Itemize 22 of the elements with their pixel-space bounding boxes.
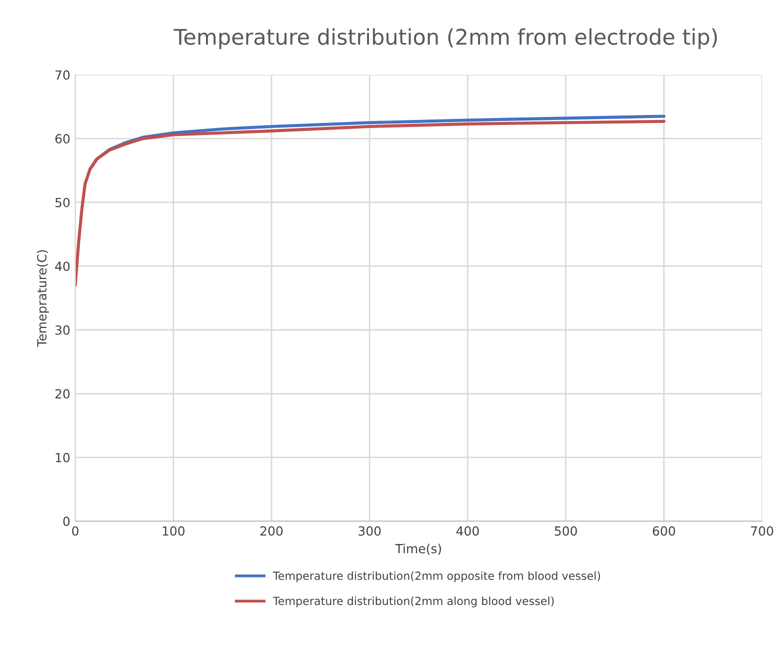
line-series: [75, 120, 666, 287]
y-tick-label: 70: [56, 70, 70, 80]
y-tick-label: 20: [55, 389, 70, 399]
x-tick-label: 200: [260, 526, 283, 536]
x-tick-label: 300: [358, 526, 381, 536]
y-tick-label: 60: [55, 134, 70, 144]
legend-label: Temperature distribution(2mm opposite from blood vessel): [272, 571, 600, 582]
x-tick-label: 500: [554, 526, 577, 536]
y-tick-label: 50: [55, 198, 70, 208]
x-tick-label: 600: [652, 526, 676, 536]
x-tick-label: 100: [162, 526, 184, 536]
y-axis-title: Temeprature(C): [36, 250, 49, 347]
y-tick-label: 10: [56, 452, 70, 462]
y-tick-label: 30: [55, 325, 70, 335]
x-tick-label: 0: [72, 526, 78, 536]
legend-label: Temperature distribution(2mm along blood vessel): [272, 596, 554, 608]
chart-title: Temperature distribution (2mm from electrode tip): [174, 28, 717, 50]
x-axis-title: Time(s): [395, 544, 442, 555]
y-tick-label: 0: [63, 516, 70, 526]
y-tick-label: 40: [55, 262, 70, 272]
x-tick-label: 400: [456, 526, 479, 536]
x-tick-label: 700: [751, 526, 774, 536]
